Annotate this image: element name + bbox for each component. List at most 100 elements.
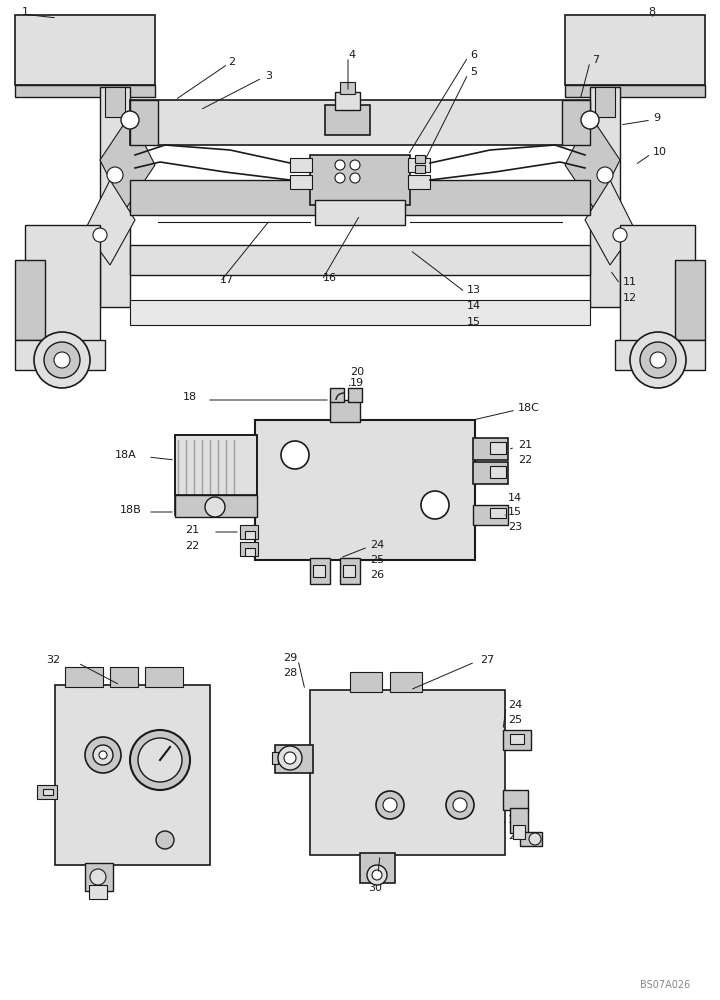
Text: 15: 15	[508, 507, 522, 517]
Bar	[290, 175, 312, 189]
Bar	[348, 388, 362, 402]
Bar	[15, 260, 45, 340]
Bar	[595, 87, 615, 117]
Bar	[330, 400, 360, 422]
Bar	[620, 225, 695, 355]
Bar	[255, 420, 475, 560]
Bar	[130, 245, 590, 275]
Bar	[510, 808, 528, 833]
Text: 22: 22	[185, 541, 199, 551]
Text: 1: 1	[22, 7, 29, 17]
Circle shape	[138, 738, 182, 782]
Bar	[503, 790, 528, 810]
Bar	[565, 15, 705, 85]
Bar	[340, 558, 360, 584]
Bar	[490, 466, 506, 478]
Text: 10: 10	[653, 147, 667, 157]
Bar	[310, 155, 410, 205]
Text: 7: 7	[592, 55, 599, 65]
Text: 11: 11	[623, 277, 637, 287]
Text: 6: 6	[470, 50, 477, 60]
Bar	[360, 853, 395, 883]
Bar	[245, 531, 255, 539]
Text: 14: 14	[467, 301, 481, 311]
Text: 20: 20	[350, 367, 364, 377]
Bar	[390, 672, 422, 692]
Bar	[415, 165, 425, 173]
Text: 30: 30	[368, 883, 382, 893]
Bar	[105, 87, 125, 117]
Bar	[408, 158, 430, 172]
Bar	[473, 438, 508, 460]
Circle shape	[90, 869, 106, 885]
Circle shape	[99, 751, 107, 759]
Text: 24: 24	[370, 540, 384, 550]
Bar	[275, 745, 313, 773]
Circle shape	[446, 791, 474, 819]
Circle shape	[613, 228, 627, 242]
Text: 18B: 18B	[120, 505, 142, 515]
Bar	[330, 388, 344, 402]
Text: 3: 3	[265, 71, 272, 81]
Bar	[510, 734, 524, 744]
Circle shape	[34, 332, 90, 388]
Bar	[562, 100, 590, 145]
Text: 25: 25	[370, 555, 384, 565]
Bar	[350, 672, 382, 692]
Text: 22: 22	[518, 455, 532, 465]
Bar	[130, 180, 590, 215]
Bar	[310, 558, 330, 584]
Bar	[130, 100, 158, 145]
Text: 31: 31	[368, 867, 382, 877]
Text: 16: 16	[323, 273, 337, 283]
Text: 15: 15	[467, 317, 481, 327]
Bar	[245, 548, 255, 556]
Text: 18: 18	[183, 392, 197, 402]
Bar	[100, 87, 130, 307]
Bar	[490, 508, 506, 518]
Circle shape	[640, 342, 676, 378]
Text: 21: 21	[185, 525, 199, 535]
Text: 8: 8	[648, 7, 655, 17]
Bar	[145, 667, 183, 687]
Circle shape	[581, 111, 599, 129]
Polygon shape	[100, 115, 155, 210]
Circle shape	[44, 342, 80, 378]
Text: 13: 13	[467, 285, 481, 295]
Text: 5: 5	[470, 67, 477, 77]
Circle shape	[85, 737, 121, 773]
Circle shape	[284, 752, 296, 764]
Bar	[313, 565, 325, 577]
Bar	[473, 505, 508, 525]
Text: 23: 23	[508, 522, 522, 532]
Bar	[513, 825, 525, 839]
Circle shape	[54, 352, 70, 368]
Text: 19: 19	[350, 378, 364, 388]
Bar	[335, 92, 360, 110]
Polygon shape	[85, 180, 135, 265]
Bar	[565, 85, 705, 97]
Text: 19: 19	[508, 815, 522, 825]
Bar	[408, 175, 430, 189]
Text: 18A: 18A	[115, 450, 137, 460]
Bar	[89, 885, 107, 899]
Circle shape	[350, 160, 360, 170]
Circle shape	[421, 491, 449, 519]
Bar	[55, 685, 210, 865]
Bar	[310, 690, 505, 855]
Text: 9: 9	[653, 113, 660, 123]
Bar	[65, 667, 103, 687]
Text: 12: 12	[623, 293, 637, 303]
Bar	[25, 225, 100, 355]
Bar	[325, 105, 370, 135]
Text: 2: 2	[228, 57, 235, 67]
Circle shape	[350, 173, 360, 183]
Circle shape	[529, 833, 541, 845]
Bar	[520, 832, 542, 846]
Bar	[340, 82, 355, 94]
Text: 18C: 18C	[518, 403, 540, 413]
Text: 28: 28	[283, 668, 297, 678]
Bar	[503, 730, 531, 750]
Bar	[110, 667, 138, 687]
Text: 20: 20	[508, 831, 522, 841]
